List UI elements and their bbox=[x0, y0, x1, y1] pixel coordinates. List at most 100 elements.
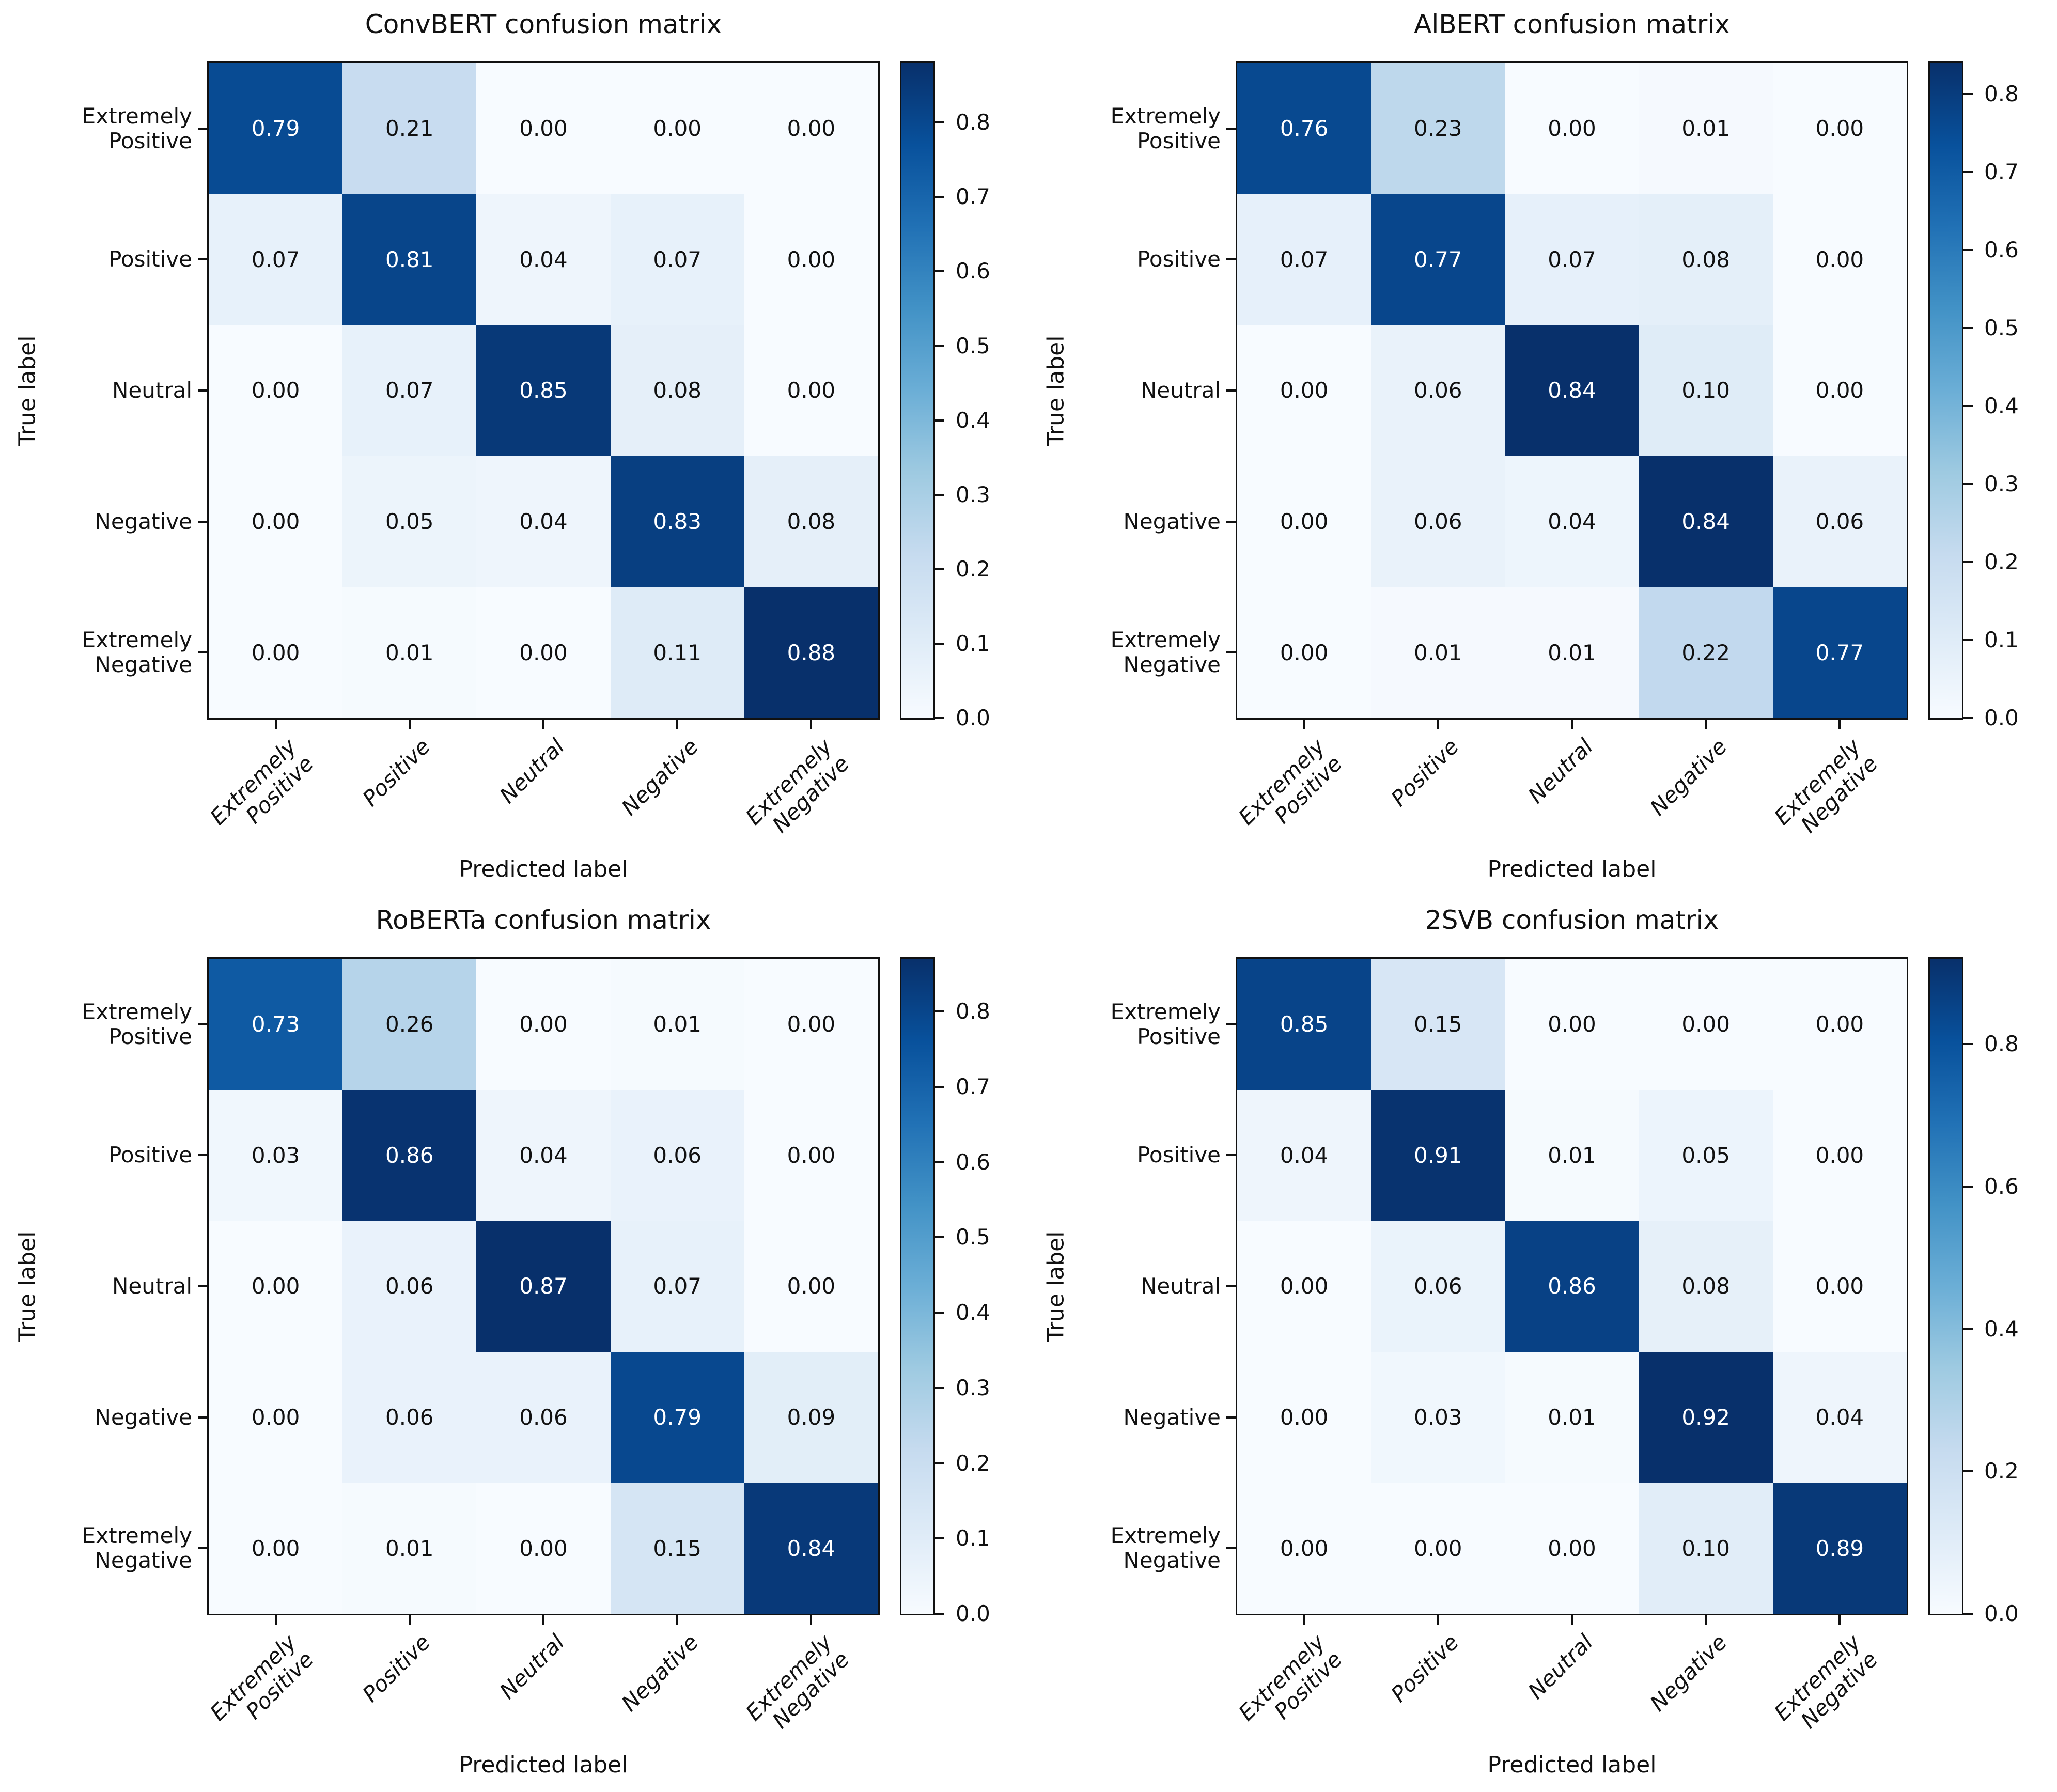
x-tick-mark bbox=[408, 1615, 411, 1625]
matrix-cell: 0.04 bbox=[1237, 1089, 1372, 1221]
colorbar-tick-label: 0.7 bbox=[956, 1073, 990, 1099]
matrix-cell: 0.04 bbox=[476, 1089, 611, 1221]
matrix-cell: 0.21 bbox=[342, 63, 477, 194]
y-tick-mark bbox=[1226, 1416, 1236, 1419]
y-tick-mark bbox=[198, 651, 207, 654]
matrix-cell: 0.00 bbox=[476, 959, 611, 1090]
matrix-cell: 0.10 bbox=[1639, 1483, 1773, 1614]
heatmap-cells: 0.76 0.23 0.00 0.01 0.00 0.07 0.77 0.07 0.08 0.00… bbox=[1237, 63, 1907, 718]
cell-value: 0.06 bbox=[1815, 509, 1864, 535]
matrix-cell: 0.00 bbox=[744, 63, 878, 194]
cell-value: 0.00 bbox=[1280, 1535, 1329, 1561]
colorbar-tick-mark bbox=[1963, 1186, 1973, 1188]
cell-value: 0.08 bbox=[1681, 1273, 1730, 1299]
matrix-cell: 0.07 bbox=[610, 1221, 744, 1352]
matrix-cell: 0.01 bbox=[342, 587, 477, 718]
colorbar-tick-mark bbox=[935, 1161, 944, 1163]
matrix-cell: 0.07 bbox=[342, 325, 477, 456]
y-tick-label: Negative bbox=[1123, 509, 1221, 534]
matrix-cell: 0.92 bbox=[1639, 1351, 1773, 1483]
x-tick-label: Negative bbox=[1645, 734, 1732, 821]
colorbar-tick-mark bbox=[1963, 1328, 1973, 1330]
cell-value: 0.00 bbox=[1815, 378, 1864, 403]
x-tick-label: Positive bbox=[1386, 1629, 1464, 1707]
x-tick-label: Neutral bbox=[494, 1629, 569, 1704]
cell-value: 0.03 bbox=[251, 1142, 300, 1168]
colorbar-tick-label: 0.4 bbox=[1984, 1316, 2019, 1342]
colorbar-tick-mark bbox=[935, 1613, 944, 1615]
x-tick-label: Positive bbox=[1386, 734, 1464, 812]
matrix-cell: 0.26 bbox=[342, 959, 477, 1090]
matrix-cell: 0.77 bbox=[1371, 194, 1505, 325]
y-tick-mark bbox=[198, 127, 207, 130]
colorbar-tick-label: 0.5 bbox=[956, 1224, 990, 1250]
matrix-cell: 0.01 bbox=[1505, 1089, 1639, 1221]
matrix-cell: 0.00 bbox=[744, 1089, 878, 1221]
colorbar-tick-label: 0.0 bbox=[1984, 1601, 2019, 1626]
x-axis-label: Predicted label bbox=[1487, 855, 1657, 882]
cell-value: 0.06 bbox=[385, 1405, 434, 1430]
matrix-cell: 0.87 bbox=[476, 1221, 611, 1352]
colorbar-tick-label: 0.6 bbox=[1984, 1174, 2019, 1199]
matrix-cell: 0.00 bbox=[1371, 1483, 1505, 1614]
colorbar-tick-mark bbox=[935, 568, 944, 570]
matrix-cell: 0.11 bbox=[610, 587, 744, 718]
x-tick-mark bbox=[1838, 1615, 1841, 1625]
colorbar-tick-label: 0.6 bbox=[956, 1149, 990, 1175]
matrix-cell: 0.00 bbox=[209, 1483, 343, 1614]
cell-value: 0.00 bbox=[787, 1273, 836, 1299]
cell-value: 0.11 bbox=[653, 640, 702, 665]
colorbar-tick-mark bbox=[1963, 93, 1973, 96]
cell-value: 0.01 bbox=[653, 1011, 702, 1037]
cell-value: 0.73 bbox=[251, 1011, 300, 1037]
cell-value: 0.00 bbox=[1815, 1011, 1864, 1037]
matrix-cell: 0.76 bbox=[1237, 63, 1372, 194]
colorbar-tick-label: 0.2 bbox=[1984, 549, 2019, 575]
cell-value: 0.00 bbox=[251, 640, 300, 665]
cell-value: 0.88 bbox=[787, 640, 836, 665]
heatmap-cells: 0.85 0.15 0.00 0.00 0.00 0.04 0.91 0.01 0.05 0.00… bbox=[1237, 959, 1907, 1614]
x-tick-label: Neutral bbox=[1523, 734, 1598, 808]
matrix-cell: 0.00 bbox=[1237, 1483, 1372, 1614]
colorbar-tick-label: 0.5 bbox=[956, 333, 990, 359]
matrix-cell: 0.00 bbox=[744, 1221, 878, 1352]
x-tick-label: Extremely Negative bbox=[1769, 1629, 1883, 1734]
cell-value: 0.04 bbox=[1548, 509, 1596, 535]
cell-value: 0.00 bbox=[1280, 378, 1329, 403]
colorbar-tick-label: 0.6 bbox=[956, 258, 990, 284]
cell-value: 0.00 bbox=[787, 116, 836, 142]
colorbar-tick-label: 0.1 bbox=[1984, 627, 2019, 653]
x-tick-mark bbox=[810, 720, 813, 729]
chart-title: RoBERTa confusion matrix bbox=[376, 905, 711, 935]
x-tick-mark bbox=[1303, 1615, 1305, 1625]
colorbar-tick-label: 0.4 bbox=[1984, 393, 2019, 419]
matrix-cell: 0.88 bbox=[744, 587, 878, 718]
cell-value: 0.00 bbox=[787, 1011, 836, 1037]
x-tick-label: Extremely Negative bbox=[741, 734, 854, 838]
y-tick-label: Positive bbox=[108, 246, 192, 272]
cell-value: 0.86 bbox=[385, 1142, 434, 1168]
cell-value: 0.00 bbox=[1280, 640, 1329, 665]
matrix-cell: 0.84 bbox=[744, 1483, 878, 1614]
cell-value: 0.00 bbox=[1815, 246, 1864, 272]
matrix-cell: 0.00 bbox=[209, 1351, 343, 1483]
colorbar-tick-label: 0.2 bbox=[956, 1450, 990, 1476]
colorbar-frame bbox=[1928, 957, 1963, 1615]
matrix-cell: 0.07 bbox=[610, 194, 744, 325]
x-tick-label: Neutral bbox=[1523, 1629, 1598, 1704]
cell-value: 0.79 bbox=[251, 116, 300, 142]
colorbar-tick-label: 0.7 bbox=[1984, 159, 2019, 185]
matrix-cell: 0.06 bbox=[1371, 456, 1505, 587]
heatmap-frame: 0.76 0.23 0.00 0.01 0.00 0.07 0.77 0.07 0.08 0.00… bbox=[1236, 61, 1908, 720]
colorbar-tick-mark bbox=[935, 1462, 944, 1464]
matrix-cell: 0.06 bbox=[610, 1089, 744, 1221]
colorbar-gradient bbox=[901, 959, 933, 1614]
matrix-cell: 0.01 bbox=[1505, 587, 1639, 718]
y-tick-mark bbox=[1226, 1285, 1236, 1287]
cell-value: 0.00 bbox=[519, 116, 568, 142]
matrix-cell: 0.06 bbox=[1772, 456, 1907, 587]
colorbar-gradient bbox=[901, 63, 933, 718]
matrix-cell: 0.04 bbox=[476, 456, 611, 587]
y-tick-mark bbox=[1226, 1154, 1236, 1157]
cell-value: 0.87 bbox=[519, 1273, 568, 1299]
